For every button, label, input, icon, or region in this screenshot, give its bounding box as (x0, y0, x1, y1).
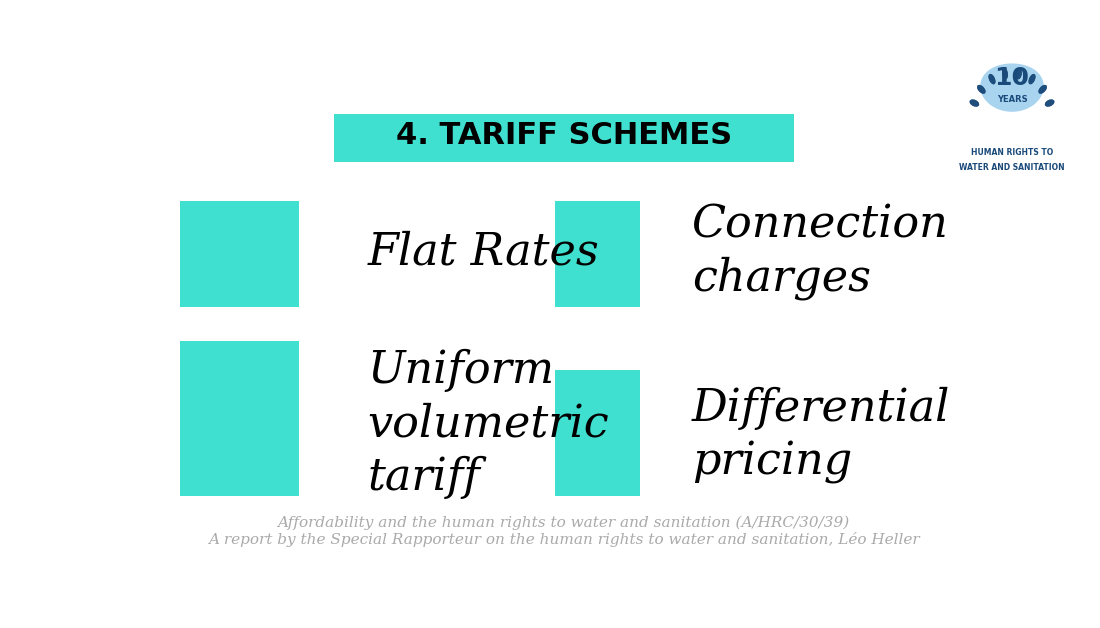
Ellipse shape (1002, 68, 1008, 79)
Text: A report by the Special Rapporteur on the human rights to water and sanitation, : A report by the Special Rapporteur on th… (208, 532, 920, 547)
Text: YEARS: YEARS (997, 95, 1027, 104)
Ellipse shape (977, 85, 986, 94)
Ellipse shape (989, 74, 996, 84)
Text: Differential
pricing: Differential pricing (692, 387, 950, 484)
Ellipse shape (1002, 68, 1008, 79)
Text: Affordability and the human rights to water and sanitation (A/HRC/30/39): Affordability and the human rights to wa… (277, 516, 850, 530)
FancyBboxPatch shape (556, 201, 640, 308)
Ellipse shape (1016, 68, 1022, 79)
Text: 10: 10 (994, 66, 1030, 90)
FancyBboxPatch shape (333, 114, 794, 163)
Ellipse shape (1038, 85, 1047, 94)
Ellipse shape (969, 99, 979, 107)
Polygon shape (980, 63, 1044, 112)
Ellipse shape (1038, 85, 1047, 94)
Ellipse shape (989, 74, 996, 84)
FancyBboxPatch shape (180, 201, 299, 308)
Text: Connection
charges: Connection charges (692, 203, 948, 300)
Text: HUMAN RIGHTS TO: HUMAN RIGHTS TO (971, 148, 1053, 158)
Ellipse shape (1045, 99, 1055, 107)
Text: Uniform
volumetric
tariff: Uniform volumetric tariff (367, 349, 609, 499)
Text: 4. TARIFF SCHEMES: 4. TARIFF SCHEMES (396, 121, 732, 150)
Text: Flat Rates: Flat Rates (367, 230, 600, 273)
Ellipse shape (1028, 74, 1035, 84)
Ellipse shape (1016, 68, 1022, 79)
Ellipse shape (1028, 74, 1035, 84)
Ellipse shape (1045, 99, 1055, 107)
FancyBboxPatch shape (556, 371, 640, 496)
Text: WATER AND SANITATION: WATER AND SANITATION (959, 163, 1065, 172)
Ellipse shape (969, 99, 979, 107)
FancyBboxPatch shape (180, 341, 299, 496)
Ellipse shape (977, 85, 986, 94)
